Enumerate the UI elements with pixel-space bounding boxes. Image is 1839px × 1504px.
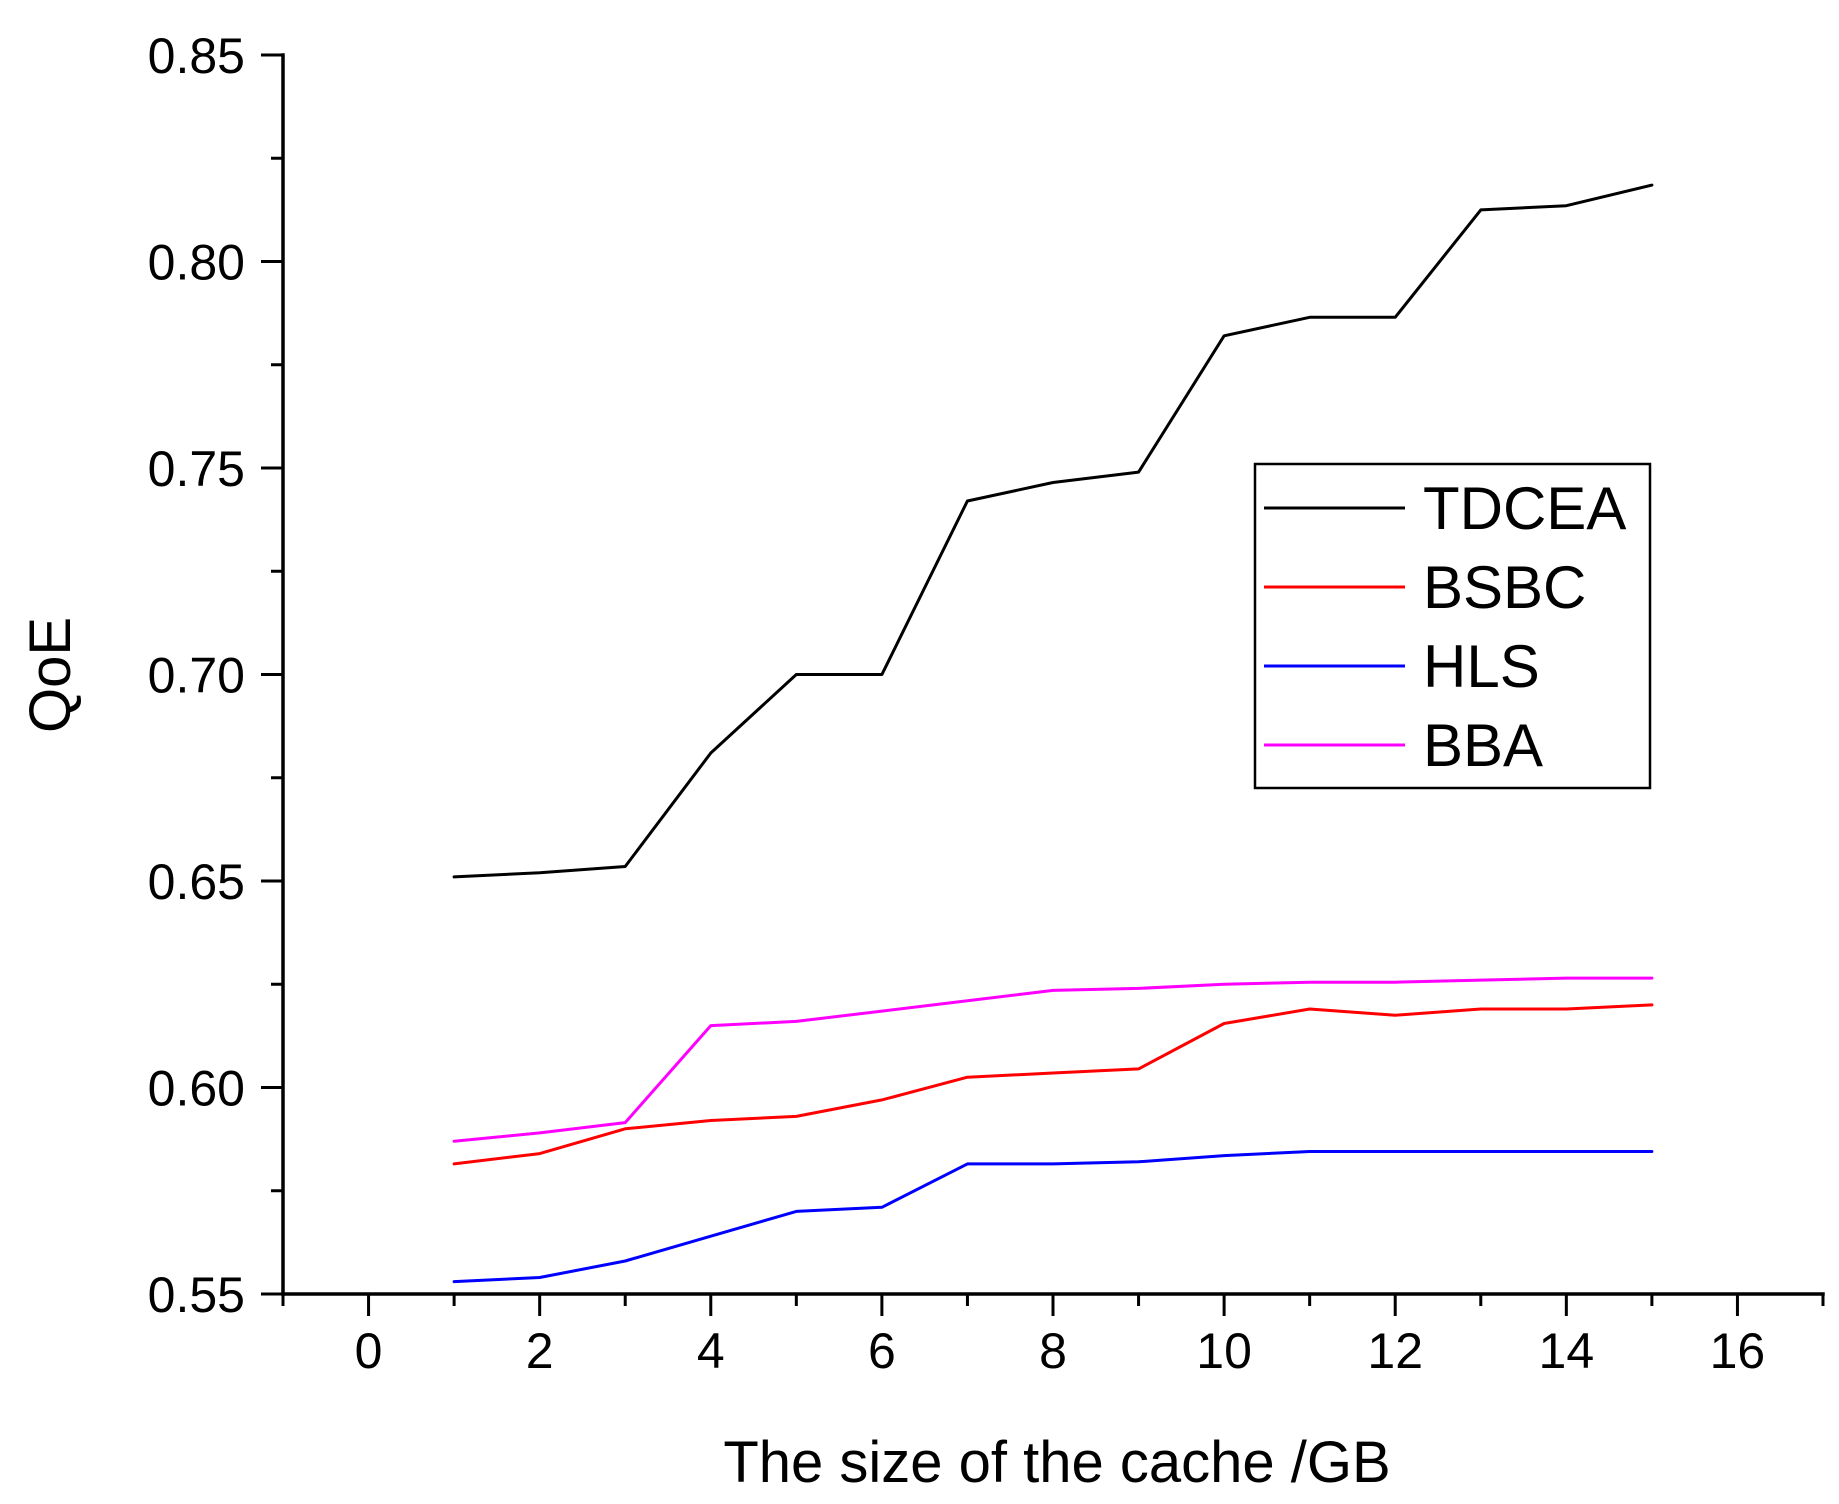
x-tick-label: 2 [526,1323,554,1379]
legend-label-bsbc: BSBC [1423,554,1586,621]
y-tick-label: 0.80 [148,235,245,291]
legend: TDCEA BSBC HLS BBA [1253,462,1652,790]
series-line-bsbc [452,1003,1654,1166]
y-tick-label: 0.70 [148,648,245,704]
series-lines [452,183,1654,1284]
series-line-bba [452,976,1654,1143]
y-tick-label: 0.75 [148,441,245,497]
x-tick-label: 4 [697,1323,725,1379]
y-tick-label: 0.55 [148,1267,245,1323]
series-line-hls [452,1150,1654,1284]
y-tick-label: 0.85 [148,28,245,84]
x-tick-label: 12 [1367,1323,1423,1379]
y-tick-label: 0.65 [148,854,245,910]
series-line-tdcea [452,183,1654,879]
x-tick-label: 8 [1039,1323,1067,1379]
x-tick-label: 6 [868,1323,896,1379]
legend-box [1253,462,1652,790]
y-axis-title: QoE [18,617,83,733]
x-tick-label: 16 [1710,1323,1766,1379]
y-tick-label: 0.60 [148,1061,245,1117]
legend-label-tdcea: TDCEA [1423,475,1626,542]
legend-label-hls: HLS [1423,633,1540,700]
x-axis-title: The size of the cache /GB [723,1430,1390,1495]
axes: 0 2 4 6 8 10 12 14 16 0.55 0.60 0.65 0.70 0.75 0.80 0.8… [148,28,1825,1379]
x-tick-label: 14 [1539,1323,1595,1379]
legend-label-bba: BBA [1423,712,1543,779]
x-tick-label: 0 [355,1323,383,1379]
x-tick-label: 10 [1196,1323,1252,1379]
